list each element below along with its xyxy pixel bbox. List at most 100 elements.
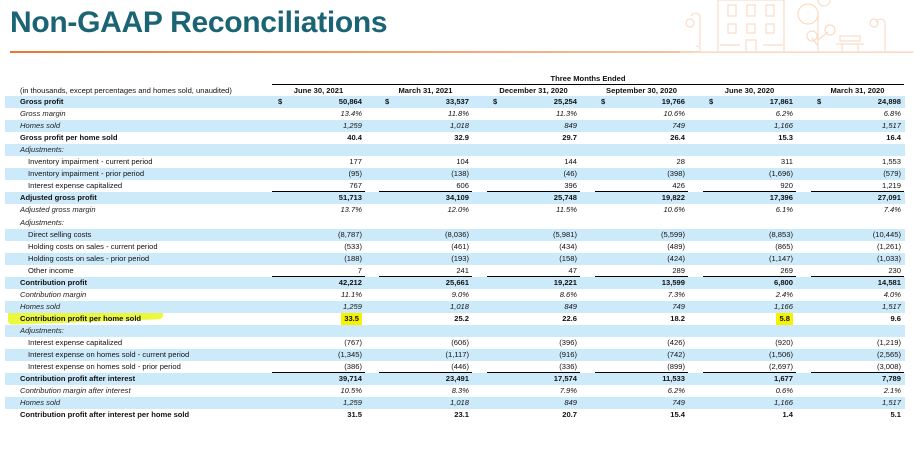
table-cell: 2.1%: [811, 385, 904, 396]
table-cell: (434): [487, 241, 580, 252]
table-cell: 1,259: [272, 397, 365, 408]
table-cell: 749: [595, 120, 688, 131]
table-cell: [703, 217, 796, 228]
cell-value: 606: [456, 181, 469, 191]
table-cell: 23,491: [379, 373, 472, 384]
cell-value: 20.7: [562, 410, 577, 420]
cell-value: 25,748: [553, 193, 577, 203]
city-illustration-icon: [680, 0, 914, 53]
row-label: Contribution profit per home sold: [20, 313, 142, 323]
currency-symbol: $: [493, 97, 498, 106]
table-cell: 7.3%: [595, 289, 688, 300]
table-row: Adjustments:: [5, 217, 905, 229]
cell-value: (2,697): [768, 362, 793, 372]
table-cell: (767): [272, 337, 365, 348]
table-cell: (489): [595, 241, 688, 252]
cell-value: (533): [344, 241, 362, 251]
table-cell: (95): [272, 168, 365, 179]
table-row: Inventory impairment - current period 177…: [5, 156, 905, 168]
table-cell: 426: [595, 180, 688, 193]
cell-value: 40.4: [347, 133, 362, 143]
table-cell: 8.6%: [487, 289, 580, 300]
row-label: Inventory impairment - prior period: [28, 169, 145, 179]
table-cell: 40.4: [272, 132, 365, 143]
cell-value: 19,822: [661, 193, 685, 203]
table-cell: 47: [487, 265, 580, 277]
table-cell: 0.6%: [703, 385, 796, 396]
cell-value: 1,259: [342, 121, 362, 131]
cell-value: (1,033): [876, 253, 901, 263]
cell-value: 27,091: [877, 193, 901, 203]
row-label: Holding costs on sales - current period: [28, 241, 158, 251]
cell-value: 426: [672, 181, 685, 191]
table-cell: $24,898: [811, 96, 904, 107]
table-row: Adjustments:: [5, 324, 905, 337]
row-label: Interest expense on homes sold - current…: [28, 350, 190, 360]
table-cell: $25,254: [487, 96, 580, 107]
table-cell: 177: [272, 156, 365, 167]
table-cell: (336): [487, 361, 580, 374]
table-cell: (426): [595, 337, 688, 348]
row-label: Gross margin: [20, 109, 66, 119]
cell-value: 104: [456, 157, 469, 167]
table-cell: 11.5%: [487, 204, 580, 215]
cell-value: (899): [667, 362, 685, 372]
row-label: Contribution profit after interest per h…: [20, 410, 190, 420]
table-row: Homes sold 1,259 1,018 849 749 1,166 1,517: [5, 120, 905, 133]
table-cell: [811, 217, 904, 228]
table-cell: (46): [487, 168, 580, 179]
cell-value: 1,259: [342, 301, 362, 311]
units-note: (in thousands, except percentages and ho…: [20, 86, 232, 95]
cell-value: 2.1%: [883, 386, 901, 396]
table-cell: (193): [379, 253, 472, 264]
table-cell: [379, 325, 472, 336]
table-row: Homes sold 1,259 1,018 849 749 1,166 1,517: [5, 397, 905, 410]
row-label: Contribution profit: [20, 277, 88, 287]
table-cell: (1,219): [811, 337, 904, 348]
cell-value: 13.4%: [340, 109, 362, 119]
table-cell: 19,221: [487, 277, 580, 288]
row-label: Adjusted gross profit: [20, 193, 97, 203]
cell-value: (3,008): [876, 362, 901, 372]
table-row: Gross margin 13.4% 11.8% 11.3% 10.6% 6.2% 6.8%: [5, 108, 905, 120]
table-cell: (865): [703, 241, 796, 252]
table-cell: 10.6%: [595, 204, 688, 215]
table-cell: 16.4: [811, 132, 904, 143]
table-cell: (1,696): [703, 168, 796, 179]
cell-value: 269: [780, 265, 793, 275]
table-cell: 1,166: [703, 120, 796, 131]
cell-value: 34,109: [445, 193, 469, 203]
cell-value: 10.5%: [340, 386, 362, 396]
cell-value: (1,147): [768, 253, 793, 263]
cell-value: (489): [667, 241, 685, 251]
table-cell: (2,565): [811, 349, 904, 360]
cell-value: 28: [676, 157, 685, 167]
cell-value: 749: [672, 121, 685, 131]
table-cell: (138): [379, 168, 472, 179]
cell-value: (1,261): [876, 241, 901, 251]
cell-value: 11,533: [662, 374, 685, 384]
cell-value: 849: [564, 398, 577, 408]
table-cell: 13,599: [595, 277, 688, 288]
table-cell: 11,533: [595, 373, 688, 384]
table-cell: 1,677: [703, 373, 796, 384]
table-cell: 17,396: [703, 192, 796, 203]
table-cell: 5.1: [811, 409, 904, 420]
cell-value: 50,864: [338, 97, 362, 106]
cell-value: 24,898: [877, 97, 901, 106]
cell-value: 19,766: [661, 97, 685, 106]
table-cell: 32.9: [379, 132, 472, 143]
table-cell: 33.5: [272, 312, 365, 325]
table-cell: (1,033): [811, 253, 904, 264]
table-cell: 289: [595, 265, 688, 277]
table-row: Direct selling costs (8,787) (8,036) (5,981…: [5, 228, 905, 241]
table-cell: $19,766: [595, 96, 688, 107]
table-cell: (899): [595, 361, 688, 374]
table-cell: 849: [487, 120, 580, 131]
table-cell: (158): [487, 253, 580, 264]
table-cell: (916): [487, 349, 580, 360]
table-row: Gross profit $50,864 $33,537 $25,254 $19,766…: [5, 96, 905, 108]
table-cell: 2.4%: [703, 289, 796, 300]
table-cell: 7.9%: [487, 385, 580, 396]
